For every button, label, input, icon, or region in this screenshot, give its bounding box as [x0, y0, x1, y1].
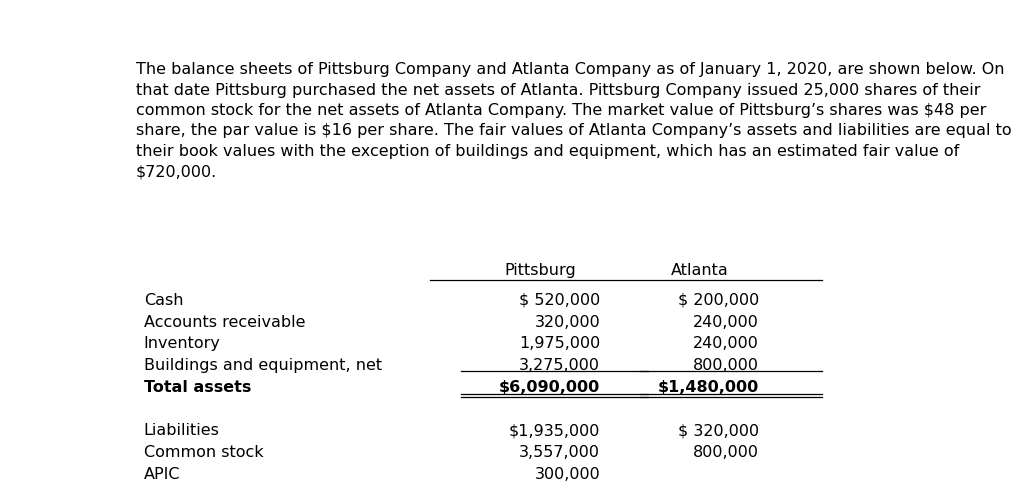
Text: Pittsburg: Pittsburg: [505, 263, 577, 278]
Text: 800,000: 800,000: [693, 445, 759, 460]
Text: $6,090,000: $6,090,000: [499, 380, 600, 395]
Text: $ 320,000: $ 320,000: [678, 423, 759, 438]
Text: Liabilities: Liabilities: [143, 423, 220, 438]
Text: The balance sheets of Pittsburg Company and Atlanta Company as of January 1, 202: The balance sheets of Pittsburg Company …: [136, 62, 1012, 179]
Text: Inventory: Inventory: [143, 337, 221, 351]
Text: Cash: Cash: [143, 293, 183, 308]
Text: $ 520,000: $ 520,000: [519, 293, 600, 308]
Text: $ 200,000: $ 200,000: [678, 293, 759, 308]
Text: Atlanta: Atlanta: [671, 263, 728, 278]
Text: $1,480,000: $1,480,000: [657, 380, 759, 395]
Text: Common stock: Common stock: [143, 445, 263, 460]
Text: 3,275,000: 3,275,000: [519, 358, 600, 373]
Text: APIC: APIC: [143, 467, 180, 482]
Text: 800,000: 800,000: [693, 358, 759, 373]
Text: Buildings and equipment, net: Buildings and equipment, net: [143, 358, 382, 373]
Text: Accounts receivable: Accounts receivable: [143, 315, 305, 330]
Text: 300,000: 300,000: [535, 467, 600, 482]
Text: $1,935,000: $1,935,000: [509, 423, 600, 438]
Text: 240,000: 240,000: [693, 337, 759, 351]
Text: 1,975,000: 1,975,000: [519, 337, 600, 351]
Text: 3,557,000: 3,557,000: [519, 445, 600, 460]
Text: 240,000: 240,000: [693, 315, 759, 330]
Text: 320,000: 320,000: [535, 315, 600, 330]
Text: Total assets: Total assets: [143, 380, 251, 395]
